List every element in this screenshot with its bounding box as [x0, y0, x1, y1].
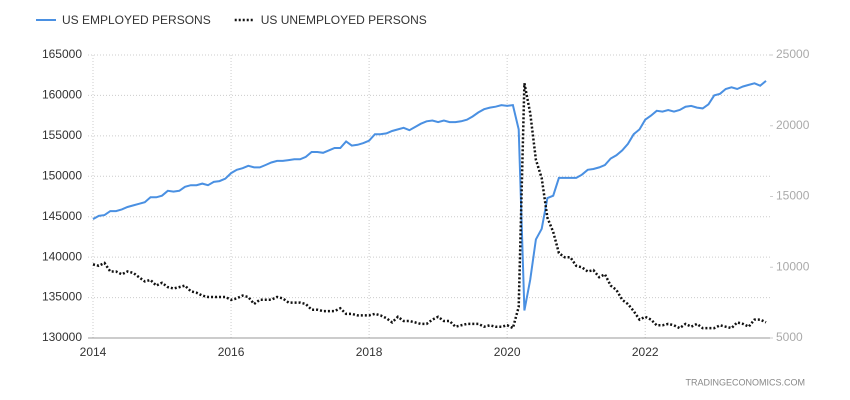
x-tick-label: 2018 — [356, 345, 383, 359]
y2-tick-label: 20000 — [776, 118, 810, 132]
y-tick-label: 130000 — [42, 330, 82, 344]
y-tick-label: 150000 — [42, 168, 82, 182]
legend-label: US EMPLOYED PERSONS — [62, 13, 211, 27]
x-tick-label: 2016 — [218, 345, 245, 359]
y-tick-label: 140000 — [42, 249, 82, 263]
y-tick-label: 145000 — [42, 209, 82, 223]
y2-tick-label: 15000 — [776, 189, 810, 203]
x-tick-label: 2014 — [80, 345, 107, 359]
y2-tick-label: 10000 — [776, 259, 810, 273]
y2-tick-label: 5000 — [776, 330, 803, 344]
legend-label: US UNEMPLOYED PERSONS — [261, 13, 427, 27]
x-tick-label: 2020 — [494, 345, 521, 359]
x-tick-label: 2022 — [632, 345, 659, 359]
y-tick-label: 135000 — [42, 290, 82, 304]
series-line — [92, 80, 767, 311]
y-tick-label: 165000 — [42, 47, 82, 61]
y-tick-label: 155000 — [42, 128, 82, 142]
y2-tick-label: 25000 — [776, 47, 810, 61]
y-tick-label: 160000 — [42, 88, 82, 102]
source: TRADINGECONOMICS.COM — [685, 377, 805, 387]
